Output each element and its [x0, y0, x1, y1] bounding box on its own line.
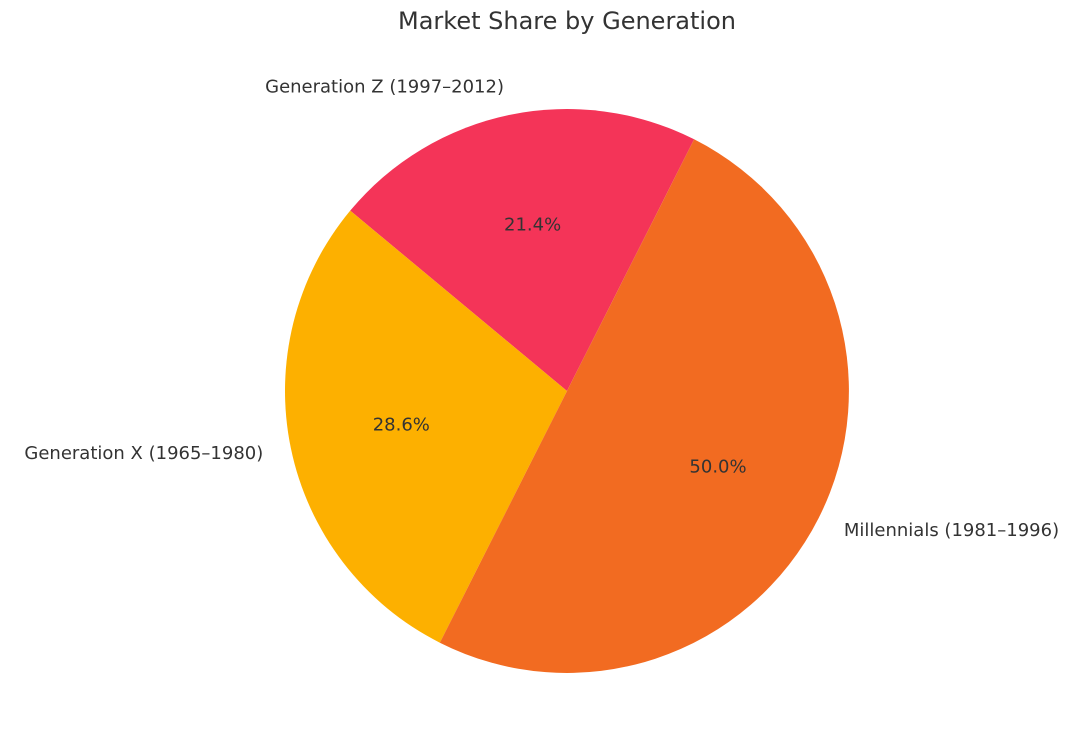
pie-slice: [350, 109, 695, 392]
chart-title: Market Share by Generation: [398, 7, 736, 35]
slice-label: Generation X (1965–1980): [24, 443, 263, 464]
slice-label: Generation Z (1997–2012): [265, 76, 504, 97]
pie-slice: [284, 210, 567, 643]
slice-label: Millennials (1981–1996): [844, 520, 1059, 541]
value-label: 50.0%: [689, 456, 746, 477]
value-label: 28.6%: [373, 414, 430, 435]
pie-slice: [439, 139, 849, 673]
value-label: 21.4%: [504, 214, 561, 235]
